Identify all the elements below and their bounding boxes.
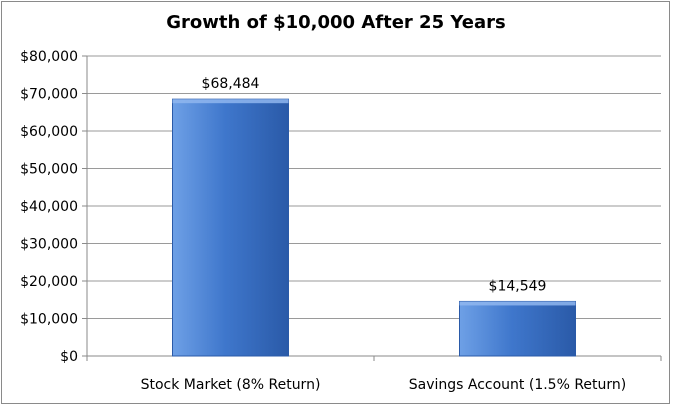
data-label: $68,484 bbox=[202, 76, 260, 92]
chart-title: Growth of $10,000 After 25 Years bbox=[166, 12, 505, 33]
y-tick-label: $70,000 bbox=[20, 87, 78, 103]
y-tick-label: $40,000 bbox=[20, 199, 78, 215]
y-tick-label: $20,000 bbox=[20, 274, 78, 290]
bar-top-highlight bbox=[459, 301, 576, 306]
y-tick-label: $0 bbox=[60, 349, 78, 365]
bar bbox=[172, 98, 289, 357]
labels: $0 $10,000 $20,000 $30,000 $40,000 $50,000 $60… bbox=[20, 49, 626, 393]
x-category-label: Stock Market (8% Return) bbox=[141, 377, 321, 393]
x-category-label: Savings Account (1.5% Return) bbox=[409, 377, 627, 393]
y-tick-label: $60,000 bbox=[20, 124, 78, 140]
bars bbox=[172, 98, 576, 357]
y-tick-label: $30,000 bbox=[20, 237, 78, 253]
y-tick-label: $10,000 bbox=[20, 312, 78, 328]
y-tick-label: $80,000 bbox=[20, 49, 78, 65]
y-tick-label: $50,000 bbox=[20, 162, 78, 178]
bar bbox=[459, 300, 576, 357]
data-label: $14,549 bbox=[489, 278, 547, 294]
bar-top-highlight bbox=[172, 99, 289, 104]
